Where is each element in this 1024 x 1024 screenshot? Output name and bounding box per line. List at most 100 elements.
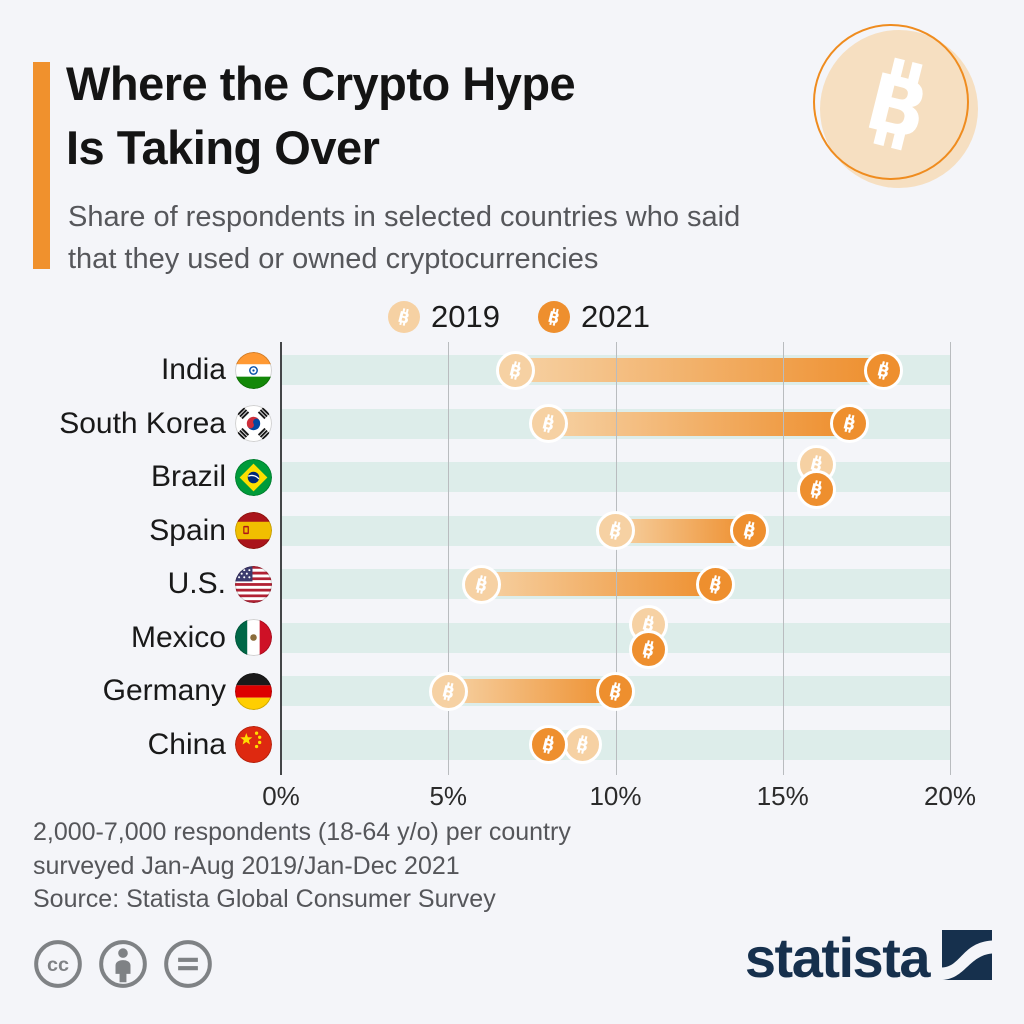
legend-2021-bitcoin-icon: B xyxy=(537,301,570,333)
svg-text:B: B xyxy=(574,735,590,756)
svg-text:B: B xyxy=(875,360,891,381)
category-label-mexico: Mexico xyxy=(130,620,226,654)
statista-logo-mark xyxy=(942,930,992,985)
us-flag-icon xyxy=(235,565,272,603)
bitcoin-icon: B xyxy=(440,681,456,702)
category-label-u-s: U.S. xyxy=(167,567,226,601)
svg-text:B: B xyxy=(808,454,824,475)
statista-logo: statista xyxy=(744,925,992,989)
south-korea-flag-icon xyxy=(235,405,272,443)
svg-text:B: B xyxy=(841,413,857,434)
svg-text:B: B xyxy=(641,640,657,661)
category-row-china: China xyxy=(148,725,272,765)
statista-wordmark: statista xyxy=(744,925,931,989)
legend-2019-label: 2019 xyxy=(431,299,500,334)
title-accent-bar xyxy=(33,62,50,269)
legend-2019-bitcoin-icon: B xyxy=(388,301,420,333)
page-title: Where the Crypto Hype Is Taking Over xyxy=(66,52,576,180)
svg-text:B: B xyxy=(540,413,556,434)
x-tick-label-10: 10% xyxy=(589,781,642,811)
data-point-2021-spain: B xyxy=(729,511,769,551)
data-point-2021-brazil: B xyxy=(796,469,836,509)
bitcoin-icon: B xyxy=(841,413,857,434)
svg-text:B: B xyxy=(607,521,623,542)
category-row-germany: Germany xyxy=(103,671,272,711)
data-point-2019-spain: B xyxy=(596,511,635,551)
category-label-spain: Spain xyxy=(149,513,226,547)
svg-text:B: B xyxy=(641,615,657,636)
x-tick-label-5: 5% xyxy=(429,781,468,811)
bitcoin-icon: B xyxy=(396,308,411,327)
svg-text:B: B xyxy=(607,681,623,702)
category-row-mexico: Mexico xyxy=(131,618,272,658)
bitcoin-icon: B xyxy=(540,413,556,434)
bitcoin-coin-ring xyxy=(813,24,969,180)
category-label-south-korea: South Korea xyxy=(59,406,226,440)
svg-text:B: B xyxy=(857,57,936,156)
bitcoin-icon: B xyxy=(708,574,724,595)
data-point-2019-china: B xyxy=(562,725,602,765)
gridline-5 xyxy=(448,342,450,775)
data-point-2021-india: B xyxy=(863,350,903,390)
x-tick-label-15: 15% xyxy=(756,781,809,811)
subtitle-line-2: that they used or owned cryptocurrencies xyxy=(68,243,599,275)
svg-text:cc: cc xyxy=(47,954,69,976)
bitcoin-icon: B xyxy=(875,360,891,381)
gridline-15 xyxy=(782,342,784,775)
data-point-2019-south-korea: B xyxy=(529,404,569,444)
bitcoin-icon: B xyxy=(546,308,561,327)
category-row-india: India xyxy=(161,350,272,390)
change-bar-india xyxy=(515,358,884,382)
svg-text:B: B xyxy=(396,308,411,327)
mexico-flag-icon xyxy=(235,619,272,657)
category-label-brazil: Brazil xyxy=(150,460,226,494)
change-bar-south-korea xyxy=(548,411,850,436)
footnote-line-1: 2,000-7,000 respondents (18-64 y/o) per … xyxy=(33,818,571,846)
survey-footnote: 2,000-7,000 respondents (18-64 y/o) per … xyxy=(33,815,571,883)
x-tick-label-20: 20% xyxy=(923,781,977,811)
attribution-icon xyxy=(97,938,149,995)
svg-text:B: B xyxy=(507,360,523,381)
bitcoin-icon: B xyxy=(607,521,623,542)
bitcoin-icon: B xyxy=(641,640,657,661)
license-icons: cc xyxy=(32,938,214,995)
footnote-line-2: surveyed Jan-Aug 2019/Jan-Dec 2021 xyxy=(33,852,460,880)
bitcoin-icon: B xyxy=(574,735,590,756)
data-point-2021-u-s: B xyxy=(696,564,736,604)
change-bar-germany xyxy=(448,679,616,704)
svg-text:B: B xyxy=(708,574,724,595)
chart-legend: B 2019 B 2021 xyxy=(388,299,650,335)
legend-item-2019: B 2019 xyxy=(388,299,500,335)
legend-2021-label: 2021 xyxy=(580,299,650,334)
bitcoin-icon: B xyxy=(741,521,757,542)
gridline-20 xyxy=(950,342,951,775)
data-point-2021-south-korea: B xyxy=(830,404,870,444)
nd-icon xyxy=(162,938,214,995)
source-note: Source: Statista Global Consumer Survey xyxy=(33,885,496,913)
spain-flag-icon xyxy=(235,512,272,550)
x-tick-label-0: 0% xyxy=(262,781,300,811)
bitcoin-icon: B xyxy=(540,735,556,756)
cc-icon: cc xyxy=(32,938,84,995)
title-line-1: Where the Crypto Hype xyxy=(66,57,576,110)
category-label-india: India xyxy=(160,353,226,386)
bitcoin-icon: B xyxy=(846,52,950,159)
svg-text:B: B xyxy=(546,308,561,327)
bitcoin-icon: B xyxy=(507,360,523,381)
brazil-flag-icon xyxy=(235,458,272,496)
category-row-south-korea: South Korea xyxy=(59,404,272,444)
svg-text:B: B xyxy=(473,574,489,595)
title-line-2: Is Taking Over xyxy=(66,121,380,174)
change-bar-u-s xyxy=(481,572,716,597)
legend-item-2021: B 2021 xyxy=(537,299,650,335)
svg-text:B: B xyxy=(741,521,757,542)
china-flag-icon xyxy=(235,726,272,764)
data-point-2021-germany: B xyxy=(596,671,635,711)
data-point-2019-germany: B xyxy=(428,671,468,711)
category-label-germany: Germany xyxy=(102,674,226,708)
bitcoin-icon: B xyxy=(473,574,489,595)
change-bar-spain xyxy=(615,518,750,543)
india-flag-icon xyxy=(235,351,272,389)
